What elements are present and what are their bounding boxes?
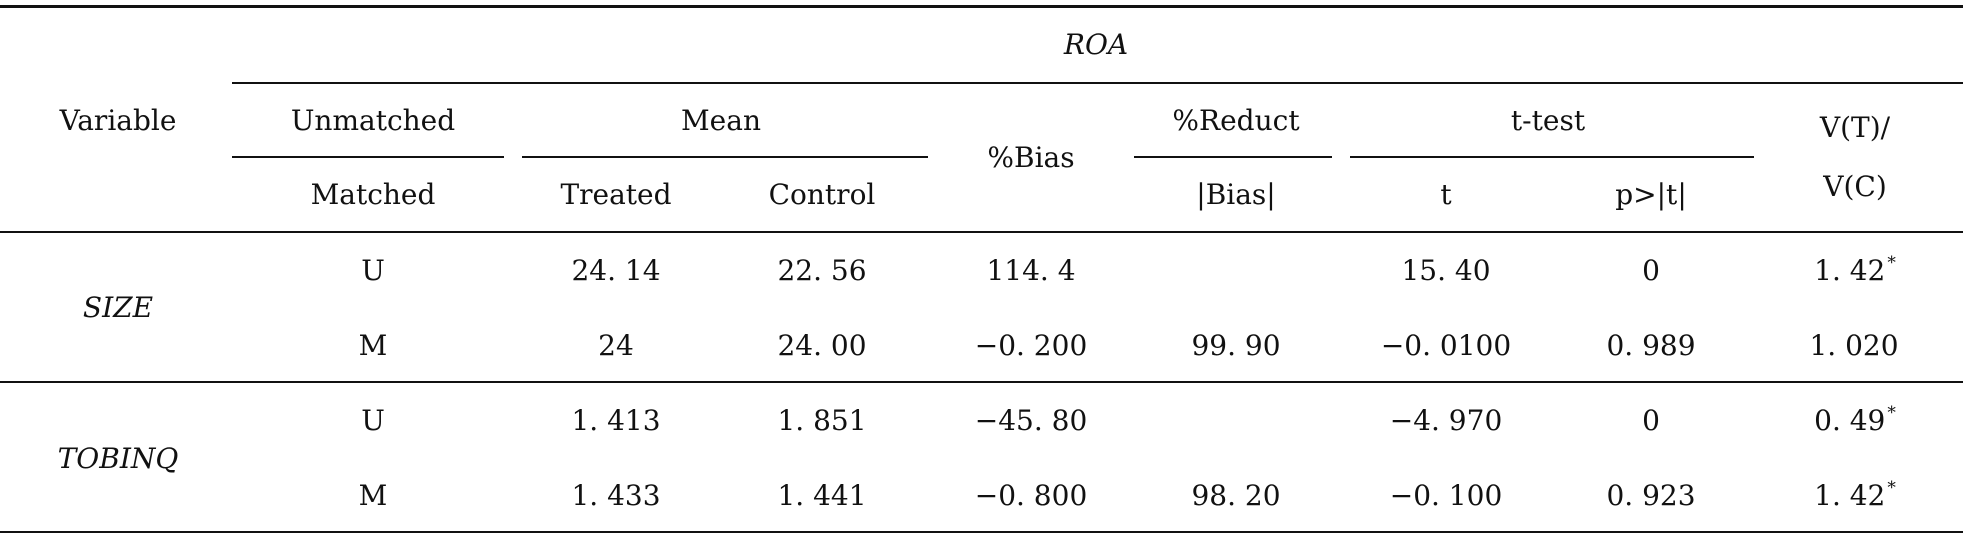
cell-tobinq-u-bias: −45. 80 xyxy=(974,404,1088,437)
header-vratio-line1: V(T)/ xyxy=(1819,111,1891,144)
row-variable-tobinq: TOBINQ xyxy=(57,442,179,475)
cell-size-u-vratio-value: 1. 42 xyxy=(1814,254,1886,287)
cell-tobinq-m-vratio: 1. 42 * xyxy=(1814,479,1896,512)
significance-mark: * xyxy=(1887,403,1896,423)
cell-size-m-bias: −0. 200 xyxy=(974,329,1088,362)
header-roa: ROA xyxy=(1063,28,1129,61)
header-vratio-line2: V(C) xyxy=(1823,170,1887,203)
cell-size-u-p: 0 xyxy=(1642,254,1660,287)
cell-size-u-label: U xyxy=(361,254,385,287)
cell-size-m-label: M xyxy=(358,329,388,362)
cell-tobinq-m-vratio-value: 1. 42 xyxy=(1814,479,1886,512)
cell-tobinq-m-reduct: 98. 20 xyxy=(1191,479,1281,512)
header-matched: Matched xyxy=(310,178,436,211)
header-ttest: t-test xyxy=(1510,104,1586,137)
cell-size-u-vratio: 1. 42 * xyxy=(1814,254,1896,287)
header-treated: Treated xyxy=(560,178,672,211)
cell-tobinq-u-control: 1. 851 xyxy=(777,404,867,437)
cell-size-m-p: 0. 989 xyxy=(1606,329,1696,362)
cell-tobinq-m-bias: −0. 800 xyxy=(974,479,1088,512)
significance-mark: * xyxy=(1887,253,1896,273)
cell-size-u-bias: 114. 4 xyxy=(986,254,1076,287)
row-variable-size: SIZE xyxy=(82,291,154,324)
header-bias: %Bias xyxy=(987,141,1075,174)
bottom-rule xyxy=(0,531,1963,533)
cell-size-m-control: 24. 00 xyxy=(777,329,867,362)
top-rule xyxy=(0,5,1963,8)
cell-size-u-t: 15. 40 xyxy=(1401,254,1491,287)
reduct-underline xyxy=(1134,156,1332,158)
cell-size-m-treated: 24 xyxy=(598,329,634,362)
header-bottom-rule xyxy=(0,231,1963,233)
cell-tobinq-u-p: 0 xyxy=(1642,404,1660,437)
header-reduct: %Reduct xyxy=(1172,104,1300,137)
cell-size-m-reduct: 99. 90 xyxy=(1191,329,1281,362)
cell-size-u-treated: 24. 14 xyxy=(571,254,661,287)
header-control: Control xyxy=(768,178,876,211)
cell-size-m-vratio-value: 1. 020 xyxy=(1809,329,1899,362)
significance-mark: * xyxy=(1887,478,1896,498)
cell-tobinq-m-t: −0. 100 xyxy=(1389,479,1503,512)
cell-tobinq-m-control: 1. 441 xyxy=(777,479,867,512)
cell-tobinq-m-p: 0. 923 xyxy=(1606,479,1696,512)
header-t: t xyxy=(1440,178,1452,211)
header-variable: Variable xyxy=(59,104,177,137)
cell-size-m-t: −0. 0100 xyxy=(1380,329,1512,362)
cell-size-u-control: 22. 56 xyxy=(777,254,867,287)
cell-tobinq-u-vratio-value: 0. 49 xyxy=(1814,404,1886,437)
ttest-underline xyxy=(1350,156,1754,158)
cell-tobinq-m-label: M xyxy=(358,479,388,512)
mean-underline xyxy=(522,156,928,158)
cell-tobinq-u-treated: 1. 413 xyxy=(571,404,661,437)
cell-tobinq-u-label: U xyxy=(361,404,385,437)
roa-underline xyxy=(232,82,1963,84)
header-mean: Mean xyxy=(681,104,761,137)
header-abs-bias: |Bias| xyxy=(1196,178,1276,211)
group-separator-rule xyxy=(0,381,1963,383)
cell-tobinq-u-vratio: 0. 49 * xyxy=(1814,404,1896,437)
cell-tobinq-u-t: −4. 970 xyxy=(1389,404,1503,437)
header-p: p>|t| xyxy=(1615,178,1687,211)
cell-size-m-vratio: 1. 020 xyxy=(1809,332,1900,360)
unmatched-underline xyxy=(232,156,504,158)
header-unmatched: Unmatched xyxy=(290,104,456,137)
cell-tobinq-m-treated: 1. 433 xyxy=(571,479,661,512)
